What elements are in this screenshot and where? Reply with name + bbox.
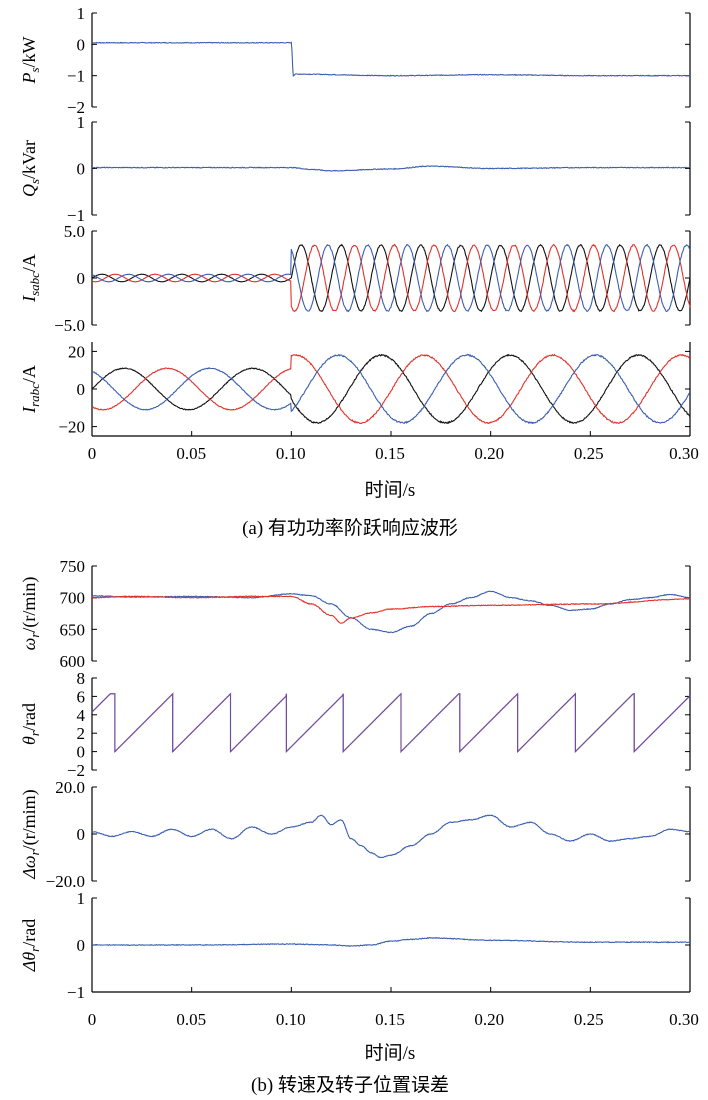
y-tick-label: −1 <box>67 67 85 86</box>
y-tick-label: −1 <box>67 206 85 225</box>
series-Ps-blue <box>91 41 690 77</box>
y-axis-label: Δθr/rad <box>19 919 42 972</box>
y-axis-label: Qs/kVar <box>19 140 42 197</box>
xaxis-a: 0 0.05 0.10 0.15 0.20 0.25 0.30 时间/s (a)… <box>88 444 699 539</box>
y-tick-label: 20 <box>68 342 85 361</box>
xaxis-b: 0 0.05 0.10 0.15 0.20 0.25 0.30 时间/s (b)… <box>88 1010 699 1096</box>
xtick-b-5: 0.25 <box>574 1010 604 1029</box>
y-axis-label: θr/rad <box>19 703 42 745</box>
y-tick-label: 0 <box>77 160 86 179</box>
xtick-b-2: 0.10 <box>276 1010 306 1029</box>
y-tick-label: −5.0 <box>54 316 85 335</box>
y-tick-label: 2 <box>77 724 86 743</box>
xtick-a-6: 0.30 <box>669 444 699 463</box>
y-tick-label: 600 <box>60 652 86 671</box>
y-tick-label: 4 <box>77 706 86 725</box>
xtick-a-3: 0.15 <box>375 444 405 463</box>
y-tick-label: −20.0 <box>46 872 85 891</box>
y-tick-label: 1 <box>77 113 86 132</box>
xtick-a-0: 0 <box>88 444 97 463</box>
y-tick-label: 20.0 <box>55 778 85 797</box>
y-tick-label: 6 <box>77 687 86 706</box>
y-tick-label: 0 <box>77 825 86 844</box>
series-Qs-blue <box>91 165 691 172</box>
panel-Ps: 1 0 −1 −2 Ps/kW <box>19 4 691 117</box>
y-axis-label: Isabc/A <box>19 254 42 303</box>
series-omega-red <box>91 595 691 624</box>
y-tick-label: −2 <box>67 761 85 780</box>
y-tick-label: 1 <box>77 889 86 908</box>
xtick-b-3: 0.15 <box>375 1010 405 1029</box>
panel-Irabc: 20 0 −20 Irabc/A <box>19 342 691 437</box>
panel-Qs: 1 0 −1 Qs/kVar <box>19 113 691 225</box>
xlabel-a: 时间/s <box>365 479 416 501</box>
xtick-b-0: 0 <box>88 1010 97 1029</box>
xtick-b-1: 0.05 <box>176 1010 206 1029</box>
y-tick-label: 5.0 <box>64 222 85 241</box>
y-axis-label: Irabc/A <box>19 365 42 414</box>
xtick-b-6: 0.30 <box>669 1010 699 1029</box>
y-axis-label: Ps/kW <box>19 36 42 84</box>
y-tick-label: 0 <box>77 380 86 399</box>
xtick-a-5: 0.25 <box>574 444 604 463</box>
y-tick-label: 0 <box>77 269 86 288</box>
panel-dtheta: 1 0 −1 Δθr/rad <box>19 889 691 1002</box>
y-axis-label: Δωr/(r/mim) <box>19 789 42 879</box>
series-Irabc-blue <box>91 353 691 425</box>
y-axis-label: ωr/(r/min) <box>19 577 42 651</box>
panel-Isabc: 5.0 0 −5.0 Isabc/A <box>19 222 691 335</box>
y-tick-label: −2 <box>67 98 85 117</box>
xtick-a-2: 0.10 <box>276 444 306 463</box>
caption-a: (a) 有功功率阶跃响应波形 <box>242 517 458 539</box>
series-Irabc-black <box>91 353 691 425</box>
series-Isabc-blue <box>91 243 691 313</box>
series-omega-blue <box>91 590 691 634</box>
caption-b: (b) 转速及转子位置误差 <box>251 1074 449 1096</box>
xlabel-b: 时间/s <box>365 1042 416 1064</box>
y-tick-label: 1 <box>77 4 86 23</box>
series-Isabc-black <box>91 243 691 313</box>
xtick-a-4: 0.20 <box>474 444 504 463</box>
y-tick-label: 8 <box>77 669 86 688</box>
panel-omega: 750 700 650 600 ωr/(r/min) <box>19 557 691 671</box>
xtick-b-4: 0.20 <box>474 1010 504 1029</box>
y-tick-label: 0 <box>77 743 86 762</box>
series-theta-purple <box>91 692 691 754</box>
series-dtheta-blue <box>91 936 690 947</box>
series-Irabc-red <box>91 353 691 425</box>
y-tick-label: 650 <box>60 620 86 639</box>
xtick-a-1: 0.05 <box>176 444 206 463</box>
y-tick-label: −1 <box>67 983 85 1002</box>
series-domega-blue <box>91 814 691 859</box>
y-tick-label: 0 <box>77 936 86 955</box>
y-tick-label: 700 <box>60 589 86 608</box>
series-Isabc-red <box>91 243 691 313</box>
y-tick-label: −20 <box>58 418 85 437</box>
y-tick-label: 750 <box>60 557 86 576</box>
y-tick-label: 0 <box>77 35 86 54</box>
